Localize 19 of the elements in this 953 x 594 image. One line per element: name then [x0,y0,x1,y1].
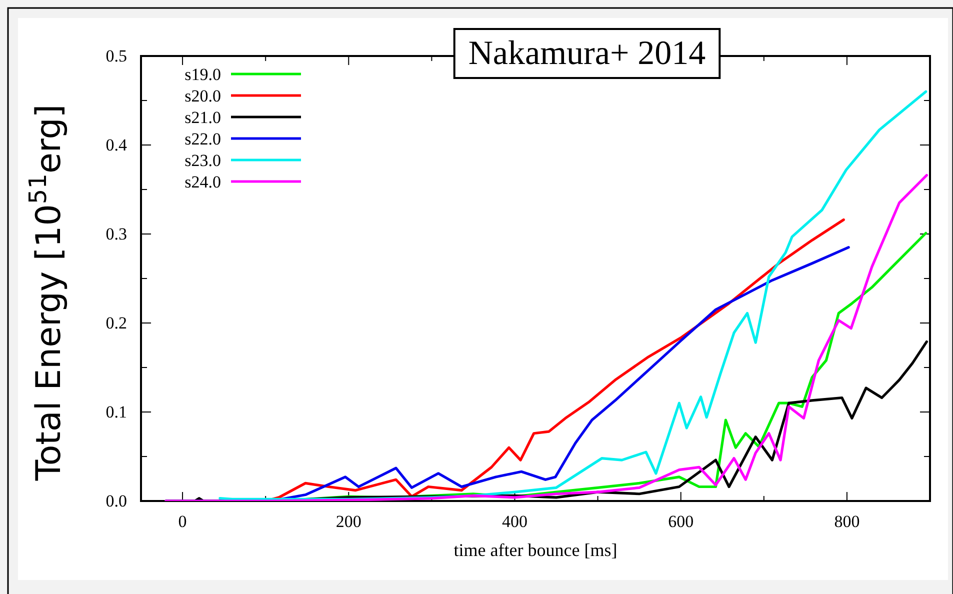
y-tick-label: 0.3 [106,224,127,244]
legend-label: s19.0 [184,65,221,84]
x-tick-label: 400 [502,512,528,532]
legend-label: s20.0 [184,86,221,106]
x-tick-label: 800 [834,512,860,532]
y-tick-label: 0.4 [106,135,128,154]
legend-label: s24.0 [184,172,221,192]
x-axis-title: time after bounce [ms] [454,540,618,560]
x-tick-label: 0 [178,512,187,532]
legend-label: s21.0 [184,108,221,127]
y-tick-label: 0.1 [106,402,127,422]
x-tick-label: 200 [336,512,362,532]
annotation: Nakamura+ 2014 [468,35,706,72]
y-tick-label: 0.5 [106,46,127,66]
x-tick-label: 600 [668,512,694,532]
y-tick-label: 0.2 [106,313,127,332]
legend-label: s22.0 [184,130,221,148]
legend-label: s23.0 [184,151,221,170]
y-tick-label: 0.0 [106,491,127,510]
